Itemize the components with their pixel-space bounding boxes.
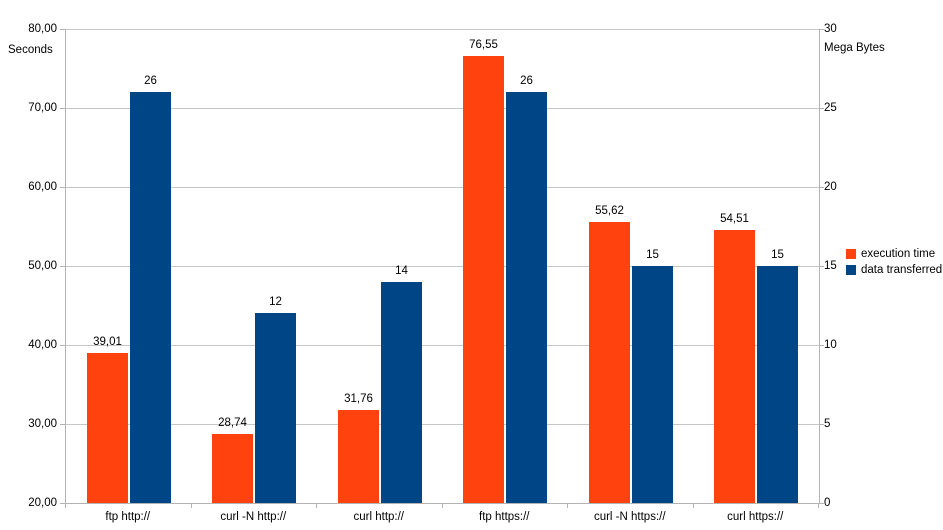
right-tick-mark <box>819 345 824 346</box>
bar-value-label: 28,74 <box>218 417 247 429</box>
category-label: curl https:// <box>727 511 784 523</box>
category-label: ftp http:// <box>105 511 151 523</box>
left-tick-mark <box>60 266 65 267</box>
bar-execution-time <box>463 56 504 503</box>
right-axis-title: Mega Bytes <box>824 42 885 54</box>
bar-value-label: 54,51 <box>720 213 749 225</box>
right-tick-mark <box>819 503 824 504</box>
left-tick-mark <box>60 424 65 425</box>
gridline <box>66 345 819 346</box>
legend-label-data-transferred: data transferred <box>861 264 943 276</box>
category-label: ftp https:// <box>479 511 530 523</box>
bar-value-label: 26 <box>520 75 533 87</box>
right-tick-label: 30 <box>824 23 837 35</box>
bar-data-transferred <box>506 92 547 503</box>
left-tick-label: 20,00 <box>28 497 57 509</box>
category-label: curl http:// <box>353 511 405 523</box>
bar-data-transferred <box>130 92 171 503</box>
bar-data-transferred <box>757 266 798 503</box>
x-tick-mark <box>567 503 568 508</box>
gridline <box>66 29 819 30</box>
x-tick-mark <box>818 503 819 508</box>
left-tick-label: 60,00 <box>28 181 57 193</box>
legend-swatch-execution-time <box>846 249 856 259</box>
bar-data-transferred <box>381 282 422 503</box>
x-tick-mark <box>316 503 317 508</box>
gridline <box>66 108 819 109</box>
gridline <box>66 187 819 188</box>
left-tick-label: 80,00 <box>28 23 57 35</box>
legend-label-execution-time: execution time <box>861 248 936 260</box>
left-tick-label: 70,00 <box>28 102 57 114</box>
left-tick-mark <box>60 29 65 30</box>
legend-swatch-data-transferred <box>846 265 856 275</box>
right-tick-mark <box>819 266 824 267</box>
left-tick-mark <box>60 345 65 346</box>
bar-execution-time <box>87 353 128 503</box>
bar-data-transferred <box>255 313 296 503</box>
x-axis-line <box>60 503 823 504</box>
right-tick-label: 20 <box>824 181 837 193</box>
left-axis-title: Seconds <box>8 44 53 56</box>
right-tick-mark <box>819 108 824 109</box>
left-tick-label: 30,00 <box>28 418 57 430</box>
gridline <box>66 266 819 267</box>
x-tick-mark <box>65 503 66 508</box>
bar-value-label: 15 <box>771 249 784 261</box>
right-tick-label: 0 <box>824 497 831 509</box>
left-tick-mark <box>60 503 65 504</box>
bar-data-transferred <box>632 266 673 503</box>
gridline <box>66 424 819 425</box>
bar-value-label: 14 <box>395 265 408 277</box>
right-tick-label: 5 <box>824 418 831 430</box>
right-tick-mark <box>819 29 824 30</box>
legend-item-execution-time: execution time <box>846 248 942 260</box>
category-label: curl -N http:// <box>220 511 287 523</box>
right-tick-label: 15 <box>824 260 837 272</box>
x-tick-mark <box>693 503 694 508</box>
legend-item-data-transferred: data transferred <box>846 264 942 276</box>
left-tick-label: 40,00 <box>28 339 57 351</box>
bar-value-label: 55,62 <box>595 205 624 217</box>
x-tick-mark <box>442 503 443 508</box>
left-tick-label: 50,00 <box>28 260 57 272</box>
bar-execution-time <box>714 230 755 503</box>
plot-area: 39,01 26 28,74 12 31,76 14 76,55 26 55,62 15 54,51… <box>65 29 820 503</box>
left-tick-mark <box>60 187 65 188</box>
left-tick-mark <box>60 108 65 109</box>
legend: execution time data transferred <box>846 248 942 276</box>
bar-value-label: 39,01 <box>93 336 122 348</box>
bar-execution-time <box>338 410 379 503</box>
bar-value-label: 76,55 <box>469 39 498 51</box>
right-tick-label: 25 <box>824 102 837 114</box>
bar-value-label: 12 <box>269 296 282 308</box>
x-tick-mark <box>191 503 192 508</box>
category-label: curl -N https:// <box>593 511 666 523</box>
bar-value-label: 31,76 <box>344 393 373 405</box>
right-tick-mark <box>819 187 824 188</box>
bar-value-label: 26 <box>144 75 157 87</box>
bar-value-label: 15 <box>646 249 659 261</box>
right-tick-label: 10 <box>824 339 837 351</box>
bar-execution-time <box>589 222 630 503</box>
bar-execution-time <box>212 434 253 503</box>
right-tick-mark <box>819 424 824 425</box>
